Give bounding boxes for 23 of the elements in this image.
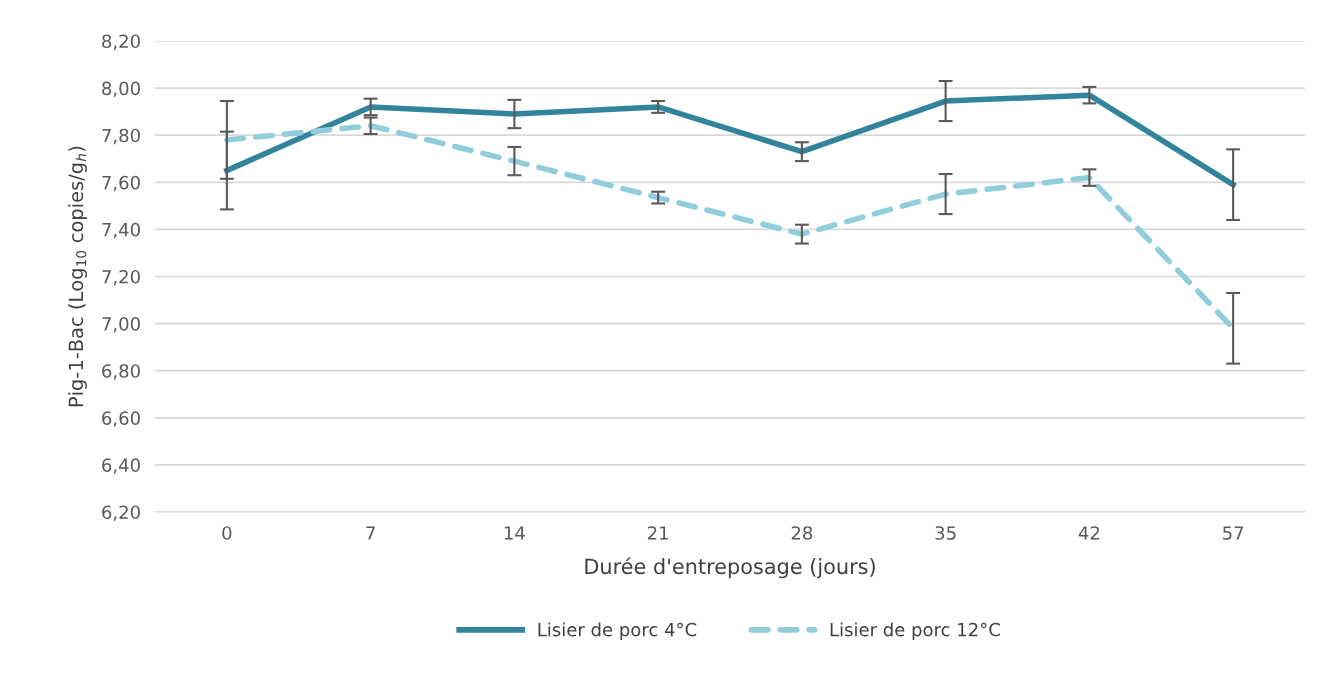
y-tick-label: 7,00 [102, 317, 140, 333]
y-axis-title: Pig-1-Bac (Log$_{10}$ copies/g$_{h}$) [68, 146, 87, 407]
x-tick-label: 28 [791, 526, 813, 540]
x-tick-label: 14 [504, 526, 525, 540]
x-tick-label: 42 [1078, 526, 1100, 540]
y-tick-label: 7,40 [102, 222, 140, 239]
x-tick-label: 21 [647, 526, 668, 540]
x-tick-label: 0 [222, 526, 232, 540]
y-tick-label: 7,80 [102, 128, 140, 145]
y-tick-label: 6,20 [102, 505, 140, 521]
y-tick-label: 7,60 [102, 175, 140, 192]
y-tick-label: 8,00 [102, 81, 140, 98]
y-tick-label: 6,60 [102, 411, 140, 427]
x-tick-label: 57 [1223, 526, 1244, 540]
y-tick-label: 6,40 [102, 458, 140, 474]
y-tick-label: 7,20 [102, 269, 140, 286]
x-axis-title: Durée d'entreposage (jours) [585, 557, 875, 579]
x-tick-label: 35 [935, 526, 956, 540]
y-tick-label: 8,20 [102, 34, 140, 50]
legend-label: Lisier de porc 4°C [538, 622, 697, 640]
x-tick-label: 7 [366, 526, 375, 540]
y-tick-label: 6,80 [102, 364, 140, 380]
legend-label: Lisier de porc 12°C [830, 622, 1000, 640]
